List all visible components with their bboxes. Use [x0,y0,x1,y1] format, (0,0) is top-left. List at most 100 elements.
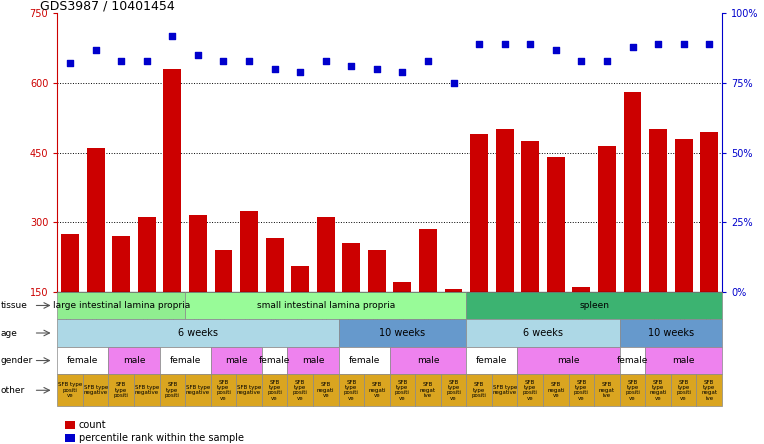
Bar [138,218,156,292]
Text: SFB
type
positi
ve: SFB type positi ve [395,380,410,401]
Bar [649,129,667,292]
Point [499,40,511,48]
Text: SFB
type
positi: SFB type positi [471,382,487,398]
Text: SFB
negati
ve: SFB negati ve [547,382,565,398]
Text: count: count [79,420,106,430]
Bar [266,238,283,292]
Text: female: female [476,356,507,365]
Text: tissue: tissue [1,301,28,310]
Point [652,40,664,48]
Bar [163,69,181,292]
Point [64,60,76,67]
Text: SFB
type
positi
ve: SFB type positi ve [625,380,640,401]
Bar [419,229,437,292]
Text: female: female [617,356,648,365]
Text: 6 weeks: 6 weeks [523,328,563,338]
Text: female: female [259,356,290,365]
Text: SFB
type
positi: SFB type positi [114,382,128,398]
Point [550,46,562,53]
Bar [547,157,565,292]
Text: 10 weeks: 10 weeks [380,328,426,338]
Point [243,57,255,64]
Point [397,68,409,75]
Text: SFB
negat
ive: SFB negat ive [420,382,436,398]
Text: percentile rank within the sample: percentile rank within the sample [79,433,244,443]
Text: age: age [1,329,18,337]
Bar [675,139,693,292]
Text: SFB
type
negati
ve: SFB type negati ve [649,380,667,401]
Point [192,52,204,59]
Text: male: male [123,356,145,365]
Text: male: male [225,356,248,365]
Point [167,32,179,39]
Text: SFB
type
negat
ive: SFB type negat ive [701,380,717,401]
Text: SFB type
positi
ve: SFB type positi ve [58,382,83,398]
Text: SFB
negati
ve: SFB negati ve [368,382,386,398]
Point [524,40,536,48]
Point [575,57,588,64]
Bar [240,210,258,292]
Point [678,40,690,48]
Point [218,57,230,64]
Text: spleen: spleen [579,301,609,310]
Text: male: male [672,356,695,365]
Text: SFB
negati
ve: SFB negati ve [317,382,335,398]
Text: SFB type
negative: SFB type negative [237,385,261,396]
Point [371,65,383,72]
Bar [291,266,309,292]
Text: SFB
type
positi
ve: SFB type positi ve [216,380,231,401]
Text: female: female [67,356,99,365]
Text: SFB type
negative: SFB type negative [134,385,159,396]
Text: SFB
type
positi
ve: SFB type positi ve [574,380,589,401]
Bar [572,287,591,292]
Point [115,57,128,64]
Text: male: male [416,356,439,365]
Bar [470,134,488,292]
Bar [317,218,335,292]
Bar [189,215,207,292]
Text: SFB type
negative: SFB type negative [83,385,108,396]
Text: SFB type
negative: SFB type negative [493,385,516,396]
Text: other: other [1,386,25,395]
Text: small intestinal lamina propria: small intestinal lamina propria [257,301,395,310]
Text: 6 weeks: 6 weeks [178,328,218,338]
Bar [368,250,386,292]
Text: SFB
type
positi: SFB type positi [165,382,180,398]
Text: SFB
negat
ive: SFB negat ive [599,382,615,398]
Text: SFB
type
positi
ve: SFB type positi ve [523,380,538,401]
Text: GDS3987 / 10401454: GDS3987 / 10401454 [40,0,175,12]
Bar [521,141,539,292]
Bar [445,289,462,292]
Bar [61,234,79,292]
Text: 10 weeks: 10 weeks [648,328,694,338]
Point [448,79,460,87]
Text: SFB type
negative: SFB type negative [186,385,210,396]
Text: male: male [302,356,324,365]
Text: male: male [558,356,580,365]
Bar [342,243,361,292]
Bar [215,250,232,292]
Point [601,57,613,64]
Bar [496,129,513,292]
Bar [598,146,616,292]
Text: SFB
type
positi
ve: SFB type positi ve [293,380,308,401]
Bar [86,148,105,292]
Text: SFB
type
positi
ve: SFB type positi ve [676,380,691,401]
Text: gender: gender [1,356,33,365]
Point [319,57,332,64]
Point [268,65,280,72]
Text: SFB
type
positi
ve: SFB type positi ve [344,380,359,401]
Text: large intestinal lamina propria: large intestinal lamina propria [53,301,189,310]
Point [141,57,153,64]
Bar [393,282,411,292]
Bar [701,131,718,292]
Point [626,43,639,50]
Point [703,40,715,48]
Text: SFB
type
positi
ve: SFB type positi ve [446,380,461,401]
Point [422,57,434,64]
Text: SFB
type
positi
ve: SFB type positi ve [267,380,282,401]
Point [89,46,102,53]
Point [294,68,306,75]
Bar [623,92,642,292]
Point [345,63,358,70]
